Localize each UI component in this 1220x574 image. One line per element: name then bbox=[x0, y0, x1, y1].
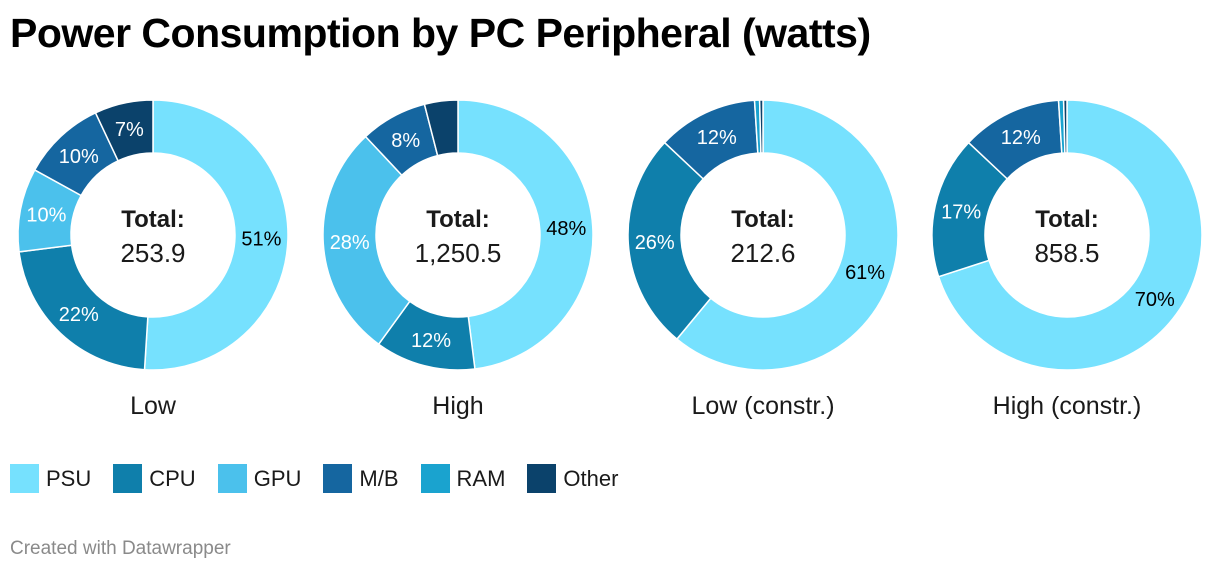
chart-title: Power Consumption by PC Peripheral (watt… bbox=[10, 10, 871, 56]
slice-label-low-m-b: 10% bbox=[59, 146, 99, 168]
chart-label-low-constr: Low (constr.) bbox=[691, 392, 834, 420]
slice-low-constr-psu bbox=[675, 99, 899, 371]
slice-label-low-constr-cpu: 26% bbox=[635, 232, 675, 254]
credit-text: Created with Datawrapper bbox=[10, 538, 231, 559]
slice-label-high-cpu: 12% bbox=[411, 330, 451, 352]
legend-swatch-cpu bbox=[113, 464, 143, 493]
slice-high-gpu bbox=[322, 135, 411, 346]
slice-label-low-constr-m-b: 12% bbox=[697, 127, 737, 149]
slice-high-psu bbox=[457, 99, 594, 370]
legend-item-mb: M/B bbox=[323, 464, 399, 493]
legend: PSU CPU GPU M/B RAM Other bbox=[10, 464, 640, 493]
legend-label-ram: RAM bbox=[456, 465, 506, 491]
slice-label-high-psu: 48% bbox=[546, 218, 586, 240]
total-value-high: 1,250.5 bbox=[415, 238, 502, 268]
slice-label-high-gpu: 28% bbox=[330, 232, 370, 254]
legend-label-cpu: CPU bbox=[149, 465, 196, 491]
legend-swatch-psu bbox=[10, 464, 39, 493]
total-label-high-constr: Total: bbox=[1035, 206, 1099, 233]
slice-low-other bbox=[94, 99, 154, 162]
legend-item-cpu: CPU bbox=[113, 464, 196, 493]
slice-low-psu bbox=[143, 99, 289, 371]
slice-low-constr-other bbox=[758, 99, 764, 154]
slice-high-other bbox=[423, 99, 459, 157]
donut-low-constr: 61% 26% 12% Total: 212.6 Low (constr.) bbox=[627, 99, 899, 420]
total-value-high-constr: 858.5 bbox=[1034, 238, 1099, 268]
slice-low-constr-cpu bbox=[627, 141, 712, 341]
slice-label-high-constr-psu: 70% bbox=[1135, 289, 1175, 311]
legend-item-psu: PSU bbox=[10, 464, 91, 493]
legend-swatch-ram bbox=[420, 464, 450, 493]
legend-item-other: Other bbox=[527, 464, 618, 493]
legend-item-ram: RAM bbox=[420, 464, 506, 493]
chart-label-low: Low bbox=[130, 392, 177, 420]
slice-high-constr-psu bbox=[937, 99, 1203, 371]
slice-label-high-constr-m-b: 12% bbox=[1001, 127, 1041, 149]
total-value-low: 253.9 bbox=[120, 238, 185, 268]
donut-low: 51% 22% 10% 10% 7% Total: 253.9 Low bbox=[17, 99, 289, 420]
slice-label-low-gpu: 10% bbox=[26, 205, 66, 227]
chart-label-high-constr: High (constr.) bbox=[993, 392, 1142, 420]
slice-label-low-other: 7% bbox=[115, 119, 144, 141]
donut-high: 48% 12% 28% 8% Total: 1,250.5 High bbox=[322, 99, 594, 420]
legend-item-gpu: GPU bbox=[217, 464, 302, 493]
chart-label-high: High bbox=[432, 392, 483, 420]
legend-label-psu: PSU bbox=[46, 465, 92, 491]
slice-label-high-constr-cpu: 17% bbox=[941, 201, 981, 223]
total-label-low-constr: Total: bbox=[731, 206, 795, 233]
legend-swatch-other bbox=[527, 464, 557, 493]
legend-swatch-mb bbox=[323, 464, 353, 493]
donut-high-constr: 70% 17% 12% Total: 858.5 High (constr.) bbox=[931, 99, 1203, 420]
legend-label-mb: M/B bbox=[359, 465, 399, 491]
slice-label-low-constr-psu: 61% bbox=[845, 262, 885, 284]
legend-label-gpu: GPU bbox=[253, 465, 302, 491]
total-label-high: Total: bbox=[426, 206, 490, 233]
slice-high-constr-other bbox=[1062, 99, 1068, 154]
slice-label-low-cpu: 22% bbox=[59, 304, 99, 326]
total-label-low: Total: bbox=[121, 206, 185, 233]
slice-label-low-psu: 51% bbox=[241, 228, 281, 250]
legend-label-other: Other bbox=[563, 465, 619, 491]
legend-swatch-gpu bbox=[217, 464, 247, 493]
slice-label-high-m-b: 8% bbox=[391, 130, 420, 152]
total-value-low-constr: 212.6 bbox=[730, 238, 795, 268]
